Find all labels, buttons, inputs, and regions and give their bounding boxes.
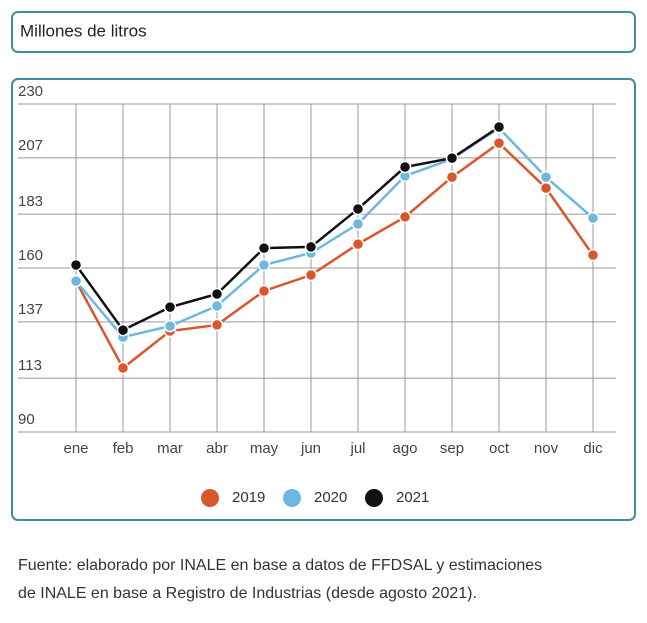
x-tick-label: ene <box>63 440 88 457</box>
point <box>163 319 177 333</box>
point <box>210 318 224 332</box>
point <box>445 151 459 165</box>
series-line <box>74 141 595 370</box>
series-line <box>75 126 594 339</box>
legend-label: 2021 <box>396 489 429 506</box>
footer-line: Fuente: elaborado por INALE en base a da… <box>18 557 542 574</box>
point <box>398 160 412 174</box>
y-tick-label: 183 <box>18 193 43 210</box>
point <box>351 217 365 231</box>
x-tick-label: mar <box>157 440 183 457</box>
x-tick-label: nov <box>534 440 559 457</box>
x-tick-label: ago <box>392 440 417 457</box>
point <box>304 268 318 282</box>
x-tick-label: feb <box>113 440 134 457</box>
point <box>210 287 224 301</box>
x-tick-label: sep <box>440 440 464 457</box>
y-tick-label: 207 <box>18 137 43 154</box>
point <box>163 300 177 314</box>
point <box>492 120 506 134</box>
point <box>398 210 412 224</box>
y-tick-label: 137 <box>18 301 43 318</box>
point <box>116 361 130 375</box>
x-tick-label: jul <box>349 440 365 457</box>
y-tick-label: 160 <box>18 247 43 264</box>
point <box>116 323 130 337</box>
y-tick-label: 113 <box>18 357 42 374</box>
point <box>257 258 271 272</box>
x-tick-label: oct <box>489 440 510 457</box>
x-tick-label: may <box>250 440 279 457</box>
chart-box <box>11 78 636 521</box>
point <box>69 274 83 288</box>
title-box <box>11 11 636 53</box>
point <box>539 181 553 195</box>
legend-marker <box>365 489 383 507</box>
y-tick-label: 230 <box>18 83 43 100</box>
legend-marker <box>283 489 301 507</box>
point <box>69 258 83 272</box>
chart-title: Millones de litros <box>20 21 147 40</box>
footer-line: de INALE en base a Registro de Industria… <box>18 585 477 602</box>
legend-label: 2020 <box>314 489 347 506</box>
point <box>351 237 365 251</box>
point <box>492 136 506 150</box>
point <box>539 170 553 184</box>
point <box>304 240 318 254</box>
legend-label: 2019 <box>232 489 265 506</box>
legend-marker <box>201 489 219 507</box>
point <box>257 241 271 255</box>
series-line <box>74 125 500 332</box>
x-tick-label: jun <box>300 440 321 457</box>
point <box>351 202 365 216</box>
point <box>257 284 271 298</box>
point <box>586 248 600 262</box>
point <box>445 170 459 184</box>
x-tick-label: abr <box>206 440 228 457</box>
point <box>586 211 600 225</box>
point <box>210 299 224 313</box>
x-tick-label: dic <box>583 440 603 457</box>
y-tick-label: 90 <box>18 411 35 428</box>
